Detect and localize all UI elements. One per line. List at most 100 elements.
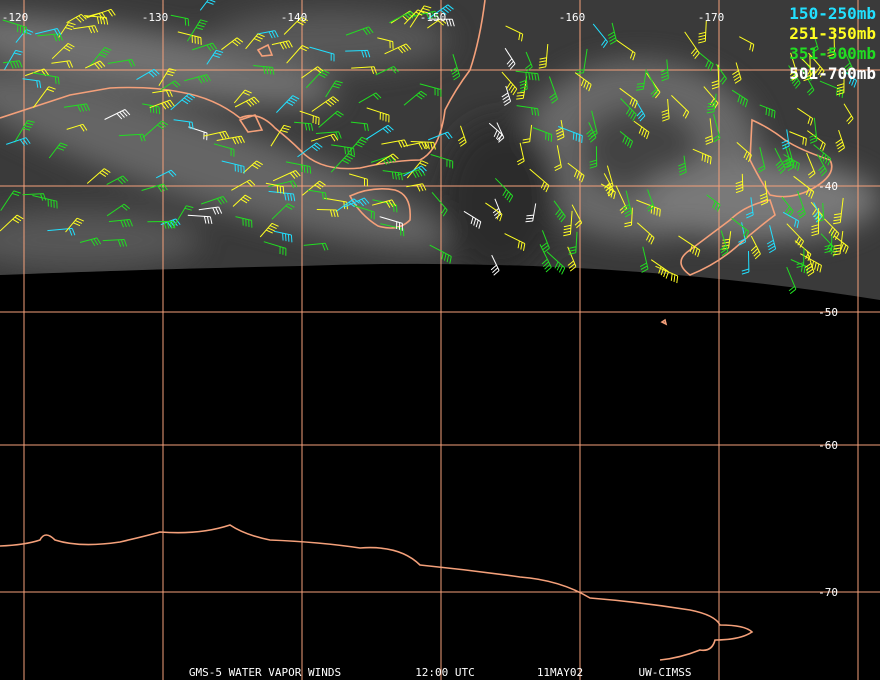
wind-barb — [538, 44, 549, 69]
wind-barb — [268, 180, 298, 188]
legend-entry: 251-350mb — [789, 24, 876, 43]
wind-barb — [620, 98, 637, 121]
wind-barb — [504, 233, 526, 251]
wind-barb — [429, 244, 452, 264]
wind-barb — [330, 153, 356, 173]
wind-barb — [6, 137, 31, 146]
wind-barb — [833, 197, 844, 225]
wind-barb — [15, 29, 34, 43]
islands-coast — [238, 43, 274, 133]
wind-barb — [203, 130, 230, 140]
wind-barb — [170, 93, 196, 111]
wind-barb — [79, 237, 102, 246]
wind-barb — [636, 222, 655, 245]
wind-barb — [310, 133, 339, 142]
longitude-label: -160 — [559, 11, 586, 24]
wind-barb — [142, 103, 161, 115]
wind-barb — [732, 62, 742, 84]
wind-barb — [490, 254, 500, 276]
wind-barb — [271, 40, 293, 50]
wind-barb — [102, 239, 128, 247]
wind-barb — [370, 155, 396, 165]
wind-barb — [316, 209, 339, 218]
wind-barb — [809, 117, 818, 144]
wind-barb — [766, 225, 777, 254]
latitude-label: -40 — [818, 180, 838, 193]
longitude-label: -150 — [420, 11, 447, 24]
wind-barb — [450, 54, 461, 81]
wind-barb — [352, 204, 375, 220]
wind-barb — [759, 104, 776, 119]
wind-barb — [184, 74, 211, 84]
wind-barb — [32, 86, 56, 108]
wind-barb — [366, 107, 390, 123]
wind-barb — [350, 121, 369, 132]
wind-barb — [589, 146, 598, 169]
wind-barb — [592, 23, 608, 48]
wind-barb — [14, 120, 35, 143]
wind-barb — [697, 51, 714, 71]
wind-barb — [177, 31, 202, 45]
wind-barb — [198, 206, 223, 215]
wind-barb — [379, 216, 403, 231]
wind-barb — [824, 231, 833, 254]
wind-barb — [253, 65, 275, 75]
wind-barb — [678, 155, 687, 176]
wind-barb — [788, 65, 801, 89]
wind-barb — [315, 131, 342, 139]
longitude-label: -140 — [281, 11, 308, 24]
wind-barb — [801, 58, 817, 79]
wind-barb — [149, 99, 175, 110]
wind-barb — [375, 65, 399, 76]
wind-barb — [501, 85, 512, 106]
wind-barb — [259, 222, 279, 238]
wind-barb — [820, 233, 838, 257]
wind-barb — [242, 160, 263, 174]
wind-barb — [371, 199, 397, 208]
wind-barb — [741, 250, 750, 275]
wind-barb — [88, 46, 112, 68]
wind-barb — [515, 70, 540, 81]
wind-barb — [532, 127, 553, 142]
wind-barb — [712, 113, 721, 143]
wind-barb — [624, 207, 633, 228]
wind-barb — [3, 60, 23, 69]
wind-barb — [344, 197, 370, 208]
wind-barb — [152, 89, 173, 98]
wind-barb — [318, 110, 344, 128]
wind-barb — [366, 124, 394, 140]
australia-coast — [0, 0, 486, 170]
wind-barb — [548, 76, 558, 104]
wind-barb — [297, 142, 323, 158]
wind-barb — [155, 169, 177, 179]
wind-barb — [170, 14, 190, 27]
wind-barb — [786, 266, 797, 295]
wind-barb — [619, 87, 638, 109]
wind-barb — [51, 42, 75, 60]
wind-barb — [843, 103, 854, 125]
wind-barb — [745, 197, 754, 219]
wind-barb — [256, 30, 279, 39]
wind-barb — [270, 124, 292, 147]
wind-barb — [731, 89, 748, 108]
wind-barb — [824, 218, 840, 241]
wind-barb — [558, 126, 583, 143]
wind-barb — [738, 222, 747, 246]
wind-barb — [48, 142, 68, 159]
wind-barb — [0, 190, 21, 211]
wind-barb — [231, 179, 256, 191]
wind-barb — [2, 19, 27, 35]
wind-barb — [660, 59, 669, 82]
wind-barb — [636, 69, 647, 91]
wind-barb — [403, 165, 427, 177]
wind-barb — [106, 175, 129, 186]
wind-barb — [351, 66, 377, 74]
wind-barb — [661, 98, 670, 122]
wind-barb — [427, 18, 447, 29]
wind-barb — [191, 42, 218, 52]
wind-barb — [539, 244, 552, 273]
footer-text: UW-CIMSS — [639, 666, 692, 679]
wind-barb — [271, 203, 295, 220]
wind-barb — [273, 230, 293, 243]
wind-barb — [698, 20, 707, 44]
